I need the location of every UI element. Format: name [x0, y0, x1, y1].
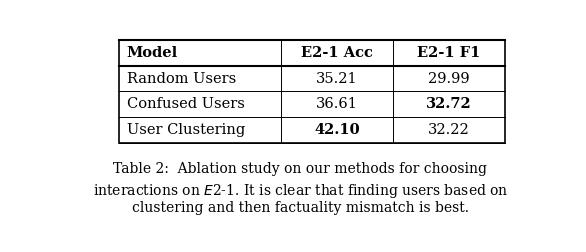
Text: E2-1 F1: E2-1 F1	[417, 46, 481, 60]
Text: 32.72: 32.72	[426, 97, 472, 111]
Text: Confused Users: Confused Users	[127, 97, 245, 111]
Text: 32.22: 32.22	[428, 123, 469, 137]
Text: Table 2:  Ablation study on our methods for choosing: Table 2: Ablation study on our methods f…	[113, 162, 488, 176]
Text: 29.99: 29.99	[428, 72, 469, 85]
Text: Model: Model	[127, 46, 178, 60]
Text: 42.10: 42.10	[314, 123, 360, 137]
Text: 36.61: 36.61	[316, 97, 357, 111]
Text: 35.21: 35.21	[316, 72, 357, 85]
Text: interactions on $E$2-1. It is clear that finding users based on: interactions on $E$2-1. It is clear that…	[93, 182, 508, 200]
Text: E2-1 Acc: E2-1 Acc	[301, 46, 373, 60]
Text: clustering and then factuality mismatch is best.: clustering and then factuality mismatch …	[132, 201, 469, 215]
Text: Random Users: Random Users	[127, 72, 236, 85]
Text: User Clustering: User Clustering	[127, 123, 245, 137]
